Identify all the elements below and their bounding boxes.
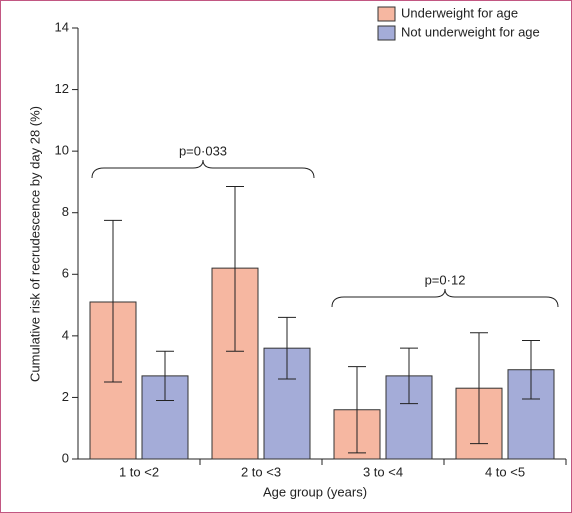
x-axis-label: Age group (years) — [263, 484, 367, 499]
error-bar — [226, 186, 244, 352]
brace — [91, 159, 315, 179]
bar — [385, 375, 433, 460]
error-bar — [522, 339, 540, 400]
y-tick-label: 4 — [62, 327, 69, 342]
x-tick-label: 1 to <2 — [119, 464, 159, 479]
y-axis-label: Cumulative risk of recrudescence by day … — [27, 106, 42, 382]
annotation: p=0·12 — [425, 272, 466, 287]
y-tick-label: 2 — [62, 389, 69, 404]
error-bar — [156, 350, 174, 402]
brace — [331, 288, 559, 308]
error-bar — [400, 347, 418, 405]
legend-swatch — [377, 6, 396, 22]
x-tick-label: 2 to <3 — [241, 464, 281, 479]
error-bar — [104, 219, 122, 383]
y-tick-label: 6 — [62, 266, 69, 281]
y-tick-label: 10 — [55, 143, 69, 158]
error-bar — [348, 366, 366, 454]
legend-swatch — [377, 25, 396, 41]
y-tick-label: 8 — [62, 204, 69, 219]
x-tick-label: 3 to <4 — [363, 464, 403, 479]
bar — [263, 347, 311, 460]
y-tick-label: 14 — [55, 19, 69, 34]
y-tick-label: 0 — [62, 450, 69, 465]
legend-label: Not underweight for age — [401, 24, 540, 39]
error-bar — [278, 316, 296, 380]
y-tick-label: 12 — [55, 81, 69, 96]
error-bar — [470, 332, 488, 445]
x-tick-label: 4 to <5 — [485, 464, 525, 479]
annotation: p=0·033 — [179, 143, 227, 158]
legend-label: Underweight for age — [401, 5, 518, 20]
